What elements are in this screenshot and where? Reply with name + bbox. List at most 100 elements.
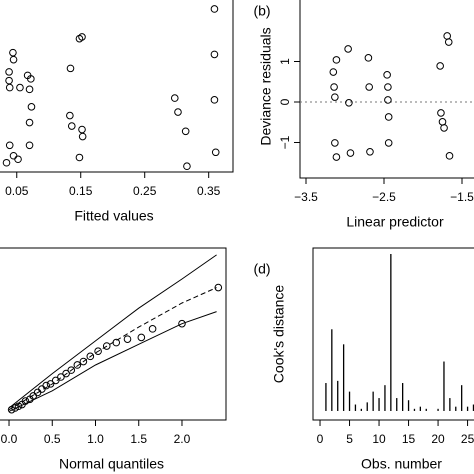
x-tick-label: 0.0	[1, 432, 18, 446]
point	[123, 335, 132, 343]
x-tick-label: 1.5	[130, 432, 147, 446]
point	[384, 83, 392, 91]
point	[214, 283, 223, 292]
x-tick-label: 0	[317, 432, 324, 446]
point	[445, 152, 454, 160]
point	[444, 38, 453, 46]
x-tick-label: 0.15	[69, 184, 93, 198]
point	[5, 76, 13, 85]
envelope-line	[8, 311, 217, 412]
plot-box	[312, 247, 474, 421]
x-tick-label: −3.5	[294, 190, 318, 204]
point	[9, 48, 17, 57]
point	[86, 352, 95, 361]
x-tick-label: 25	[461, 432, 474, 446]
plot-box	[299, 0, 474, 179]
point	[66, 64, 75, 73]
x-axis-label: Normal quantiles	[59, 456, 164, 472]
median-line	[8, 287, 217, 411]
point	[14, 155, 22, 164]
point	[62, 369, 70, 378]
x-tick-label: 0.25	[133, 184, 157, 198]
point	[332, 56, 341, 64]
point	[174, 108, 182, 116]
point	[16, 83, 24, 92]
point	[443, 32, 451, 40]
point	[440, 124, 448, 132]
point	[9, 55, 18, 64]
point	[94, 347, 102, 356]
point	[137, 333, 146, 342]
panel-label: (d)	[253, 261, 270, 277]
point	[183, 162, 191, 171]
point	[78, 132, 87, 141]
x-tick-label: 0.05	[5, 184, 29, 198]
point	[384, 96, 392, 104]
point	[75, 153, 84, 162]
point	[148, 325, 157, 333]
point	[211, 148, 220, 157]
y-axis-label: Deviance residuals	[258, 27, 274, 145]
x-tick-label: 0.5	[44, 432, 61, 446]
point	[384, 139, 393, 147]
point	[181, 127, 190, 136]
point	[366, 147, 374, 156]
point	[210, 50, 219, 59]
x-tick-label: 15	[402, 432, 416, 446]
point	[66, 111, 74, 120]
y-axis-label: Cook's distance	[271, 285, 287, 384]
point	[331, 139, 339, 147]
x-tick-label: 1.0	[87, 432, 104, 446]
point	[344, 45, 352, 53]
point	[178, 319, 186, 328]
point	[5, 83, 14, 92]
point	[78, 33, 86, 41]
point	[67, 366, 76, 374]
point	[9, 151, 18, 160]
envelope-line	[8, 254, 217, 409]
point	[384, 113, 393, 121]
point	[25, 118, 34, 127]
point	[102, 342, 111, 350]
x-tick-label: 10	[372, 432, 386, 446]
point	[112, 338, 121, 347]
point	[383, 71, 391, 79]
point	[332, 153, 341, 161]
point	[5, 68, 13, 76]
point	[364, 54, 373, 62]
x-tick-label: −2.5	[372, 190, 396, 204]
x-axis-label: Obs. number	[361, 456, 442, 472]
point	[79, 357, 88, 366]
point	[42, 381, 51, 390]
x-axis-label: Fitted values	[74, 208, 153, 224]
point	[73, 361, 82, 369]
point	[25, 141, 34, 150]
point	[329, 68, 338, 76]
point	[57, 373, 65, 381]
point	[437, 109, 445, 117]
point	[27, 103, 36, 111]
y-tick-label: 0	[278, 98, 292, 105]
point	[46, 380, 55, 388]
point	[5, 141, 14, 150]
point	[21, 397, 30, 405]
x-tick-label: 5	[346, 432, 353, 446]
x-tick-label: −1.5	[450, 190, 474, 204]
point	[170, 94, 179, 102]
point	[78, 125, 86, 134]
x-tick-label: 0.35	[197, 184, 221, 198]
point	[331, 93, 339, 101]
point	[25, 85, 34, 94]
point	[210, 96, 219, 104]
panel-label: (b)	[253, 3, 270, 19]
point	[210, 5, 219, 13]
point	[436, 62, 444, 70]
y-tick-label: −1	[278, 135, 292, 149]
point	[346, 149, 355, 157]
point	[345, 98, 353, 107]
point	[27, 75, 35, 83]
point	[51, 376, 60, 385]
point	[14, 402, 23, 411]
point	[2, 158, 11, 167]
